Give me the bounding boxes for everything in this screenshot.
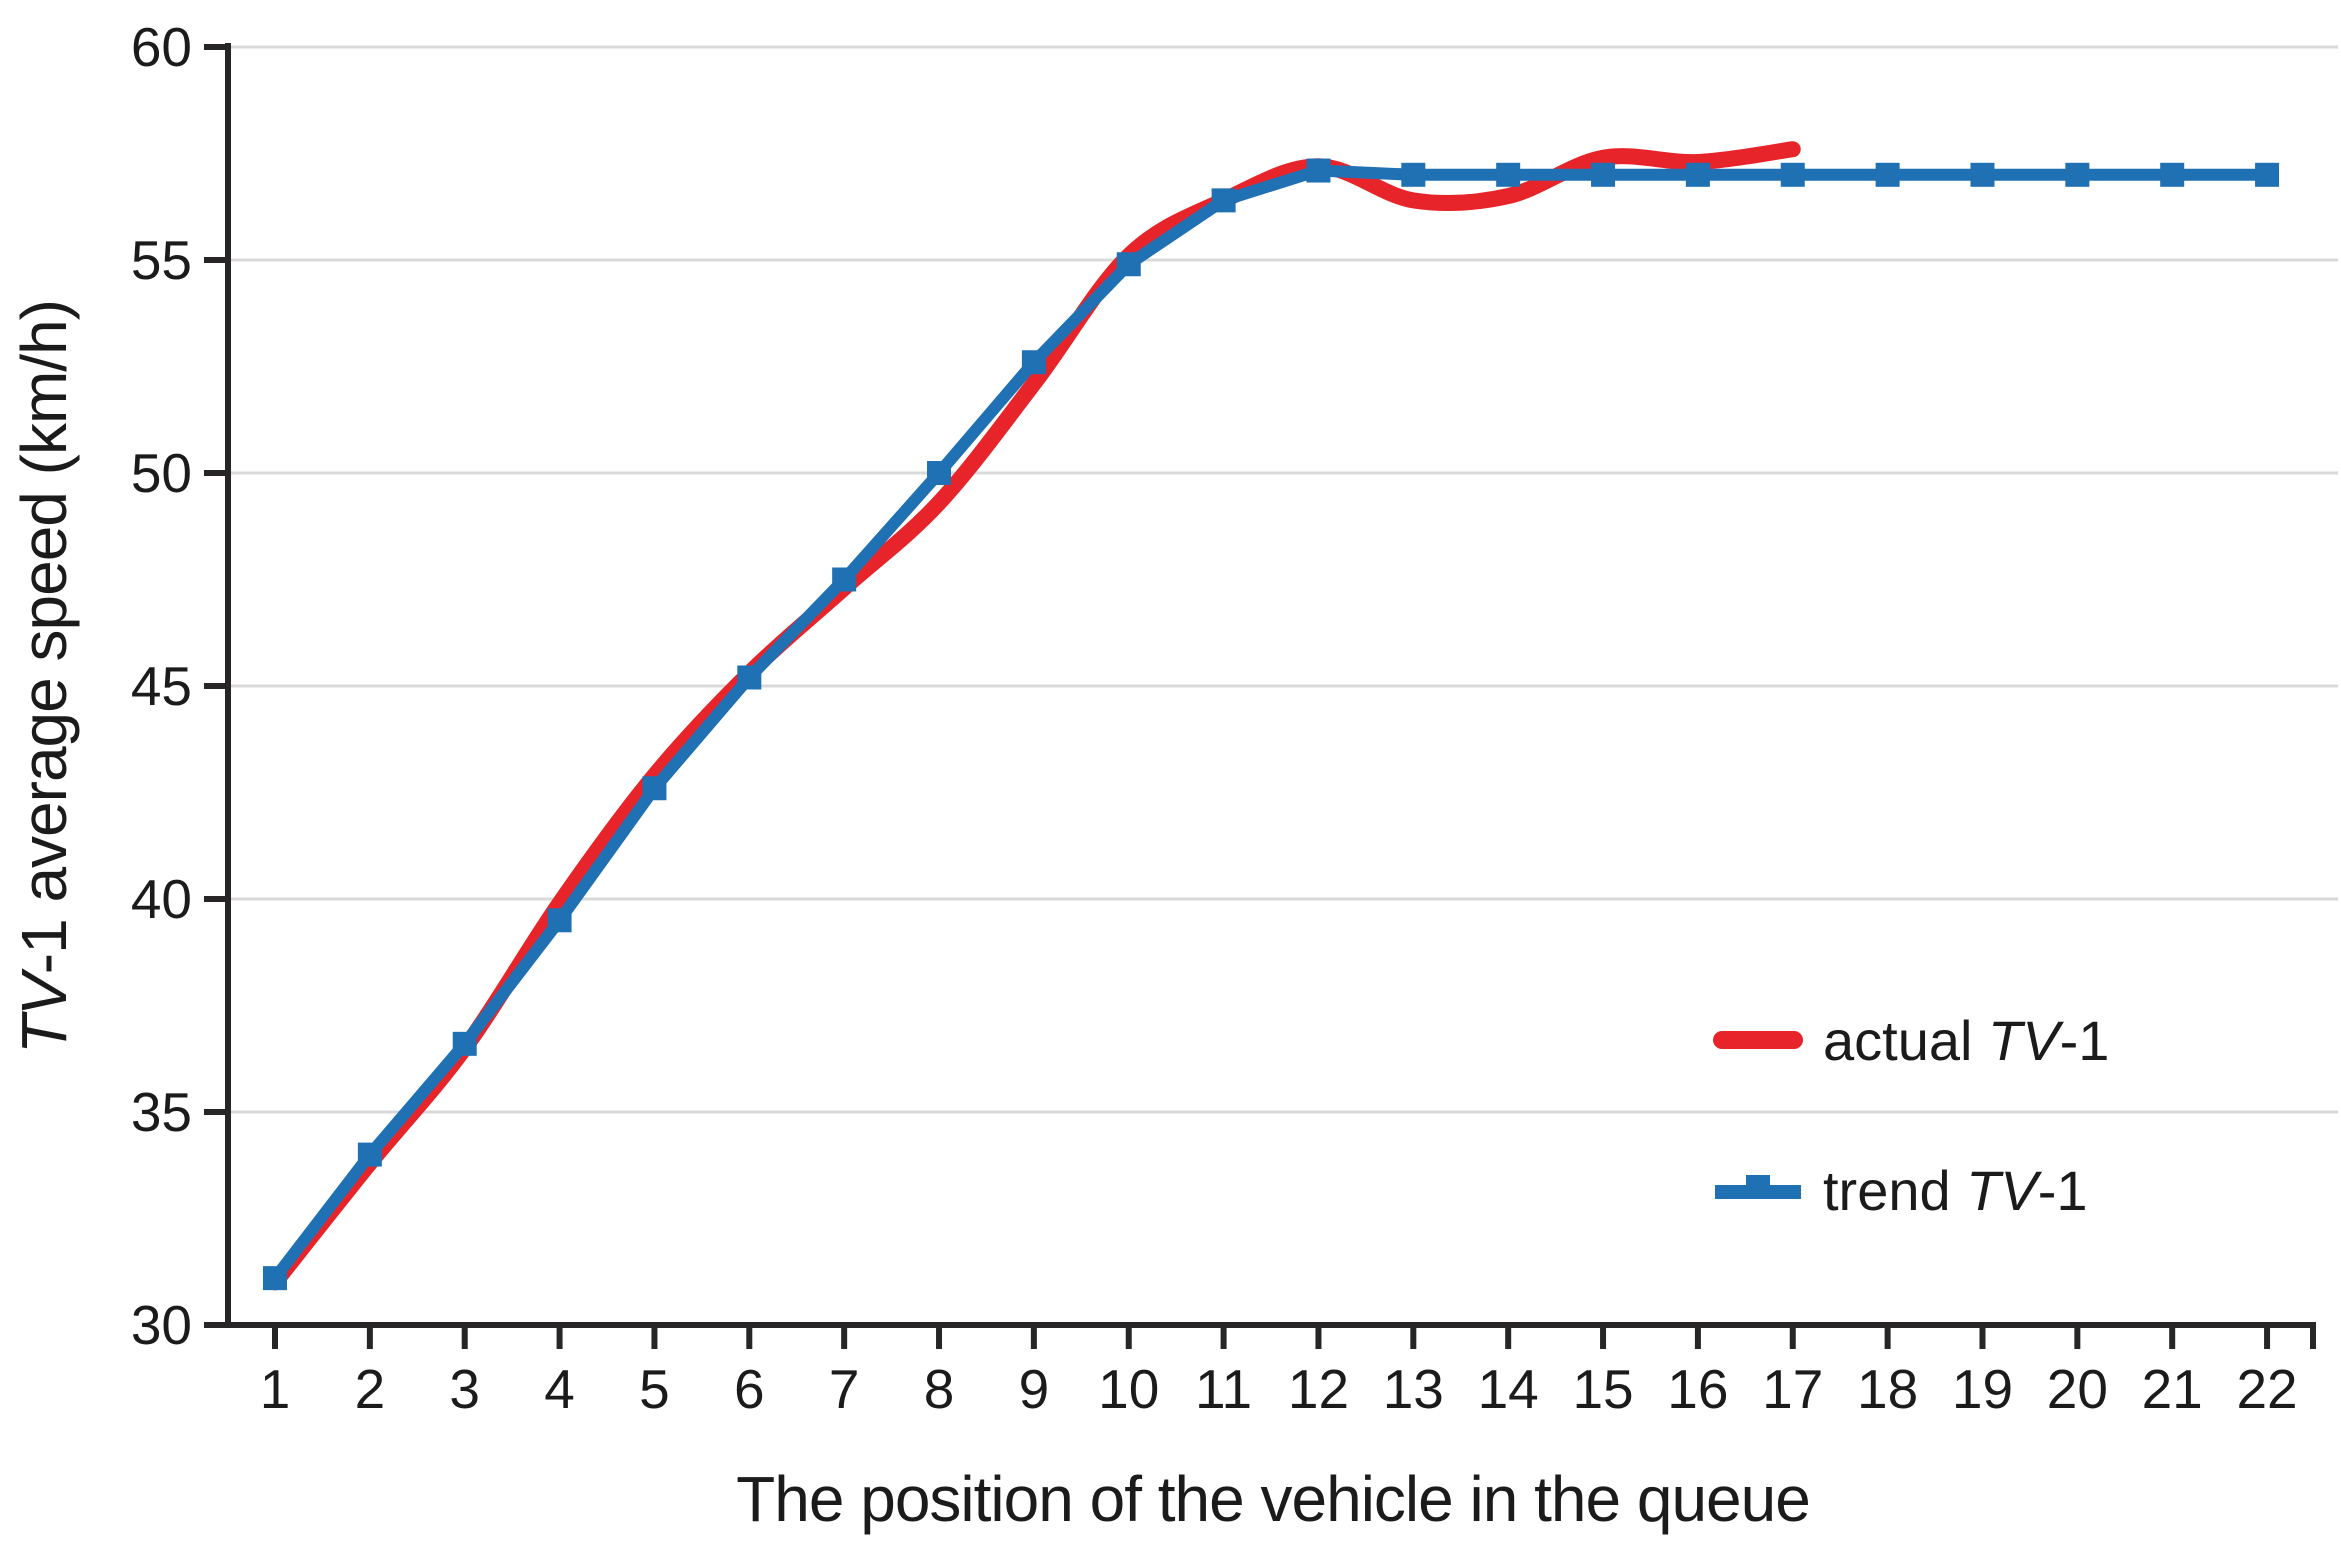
gridlines: [228, 45, 2338, 1114]
x-tick-label: 7: [829, 1358, 860, 1420]
y-tick-label: 45: [131, 655, 192, 717]
x-tick-label: 20: [2047, 1358, 2108, 1420]
x-tick-label: 11: [1195, 1358, 1252, 1420]
trend-square-marker-icon: [1211, 188, 1236, 213]
red-line-icon: [1713, 1031, 1803, 1049]
trend-series-swatch-icon: [1713, 1158, 1803, 1222]
x-tick-label: 12: [1288, 1358, 1349, 1420]
trend-square-marker-icon: [2255, 162, 2280, 187]
trend-square-marker-icon: [2160, 162, 2185, 187]
x-tick-label: 5: [639, 1358, 670, 1420]
y-axis-title: TV-1 average speed (km/h): [7, 300, 81, 1054]
trend-square-marker-icon: [1970, 162, 1995, 187]
trend-square-marker-icon: [1685, 162, 1710, 187]
x-tick-label: 13: [1383, 1358, 1444, 1420]
x-tick-label: 21: [2142, 1358, 2203, 1420]
x-tick-label: 10: [1098, 1358, 1159, 1420]
trend-square-marker-icon: [642, 776, 667, 801]
trend-markers: [263, 158, 2280, 1291]
legend-item-actual: actual TV-1: [1713, 1008, 2109, 1072]
x-tick-label: 9: [1019, 1358, 1050, 1420]
x-tick-label: 18: [1857, 1358, 1918, 1420]
trend-square-marker-icon: [1496, 162, 1521, 187]
trend-square-marker-icon: [263, 1266, 287, 1291]
x-tick-label: 3: [449, 1358, 480, 1420]
trend-square-marker-icon: [357, 1142, 382, 1167]
trend-square-marker-icon: [832, 567, 857, 592]
x-tick-label: 14: [1478, 1358, 1539, 1420]
trend-square-marker-icon: [737, 665, 762, 690]
x-tick-label: 2: [355, 1358, 386, 1420]
y-tick-label: 35: [131, 1081, 192, 1143]
trend-square-marker-icon: [1021, 350, 1046, 375]
y-tick-label: 55: [131, 229, 192, 291]
legend-label-trend: trend TV-1: [1823, 1158, 2088, 1222]
legend-label-actual: actual TV-1: [1823, 1008, 2110, 1072]
trend-square-marker-icon: [1875, 162, 1900, 187]
y-tick-label: 40: [131, 868, 192, 930]
x-tick-label: 15: [1572, 1358, 1633, 1420]
trend-square-marker-icon: [1116, 252, 1141, 277]
x-axis-title: The position of the vehicle in the queue: [736, 1463, 1811, 1535]
x-tick-label: 6: [734, 1358, 765, 1420]
y-axis-title-rest: -1 average speed (km/h): [8, 300, 80, 975]
x-tick-label: 16: [1667, 1358, 1728, 1420]
legend-item-trend: trend TV-1: [1713, 1158, 2088, 1222]
series-trend-line: [270, 164, 2268, 1282]
trend-square-marker-icon: [1780, 162, 1805, 187]
x-tick-label: 1: [260, 1358, 291, 1420]
x-tick-label: 8: [924, 1358, 955, 1420]
y-tick-label: 60: [131, 16, 192, 78]
x-tick-label: 19: [1952, 1358, 2013, 1420]
trend-square-marker-icon: [927, 461, 952, 485]
y-tick-label: 50: [131, 442, 192, 504]
trend-square-marker-icon: [452, 1031, 477, 1056]
x-tick-label: 4: [544, 1358, 575, 1420]
actual-series-swatch-icon: [1713, 1008, 1803, 1072]
blue-square-marker-icon: [1746, 1175, 1770, 1199]
x-tick-label: 17: [1762, 1358, 1823, 1420]
axes: [204, 43, 2316, 1349]
y-axis-title-italic: TV: [8, 974, 80, 1054]
y-tick-label: 30: [131, 1294, 192, 1356]
trend-square-marker-icon: [547, 908, 572, 933]
trend-square-marker-icon: [1401, 162, 1426, 187]
trend-square-marker-icon: [2065, 162, 2090, 187]
x-tick-label: 22: [2236, 1358, 2297, 1420]
trend-square-marker-icon: [1306, 158, 1331, 183]
trend-square-marker-icon: [1591, 162, 1616, 187]
